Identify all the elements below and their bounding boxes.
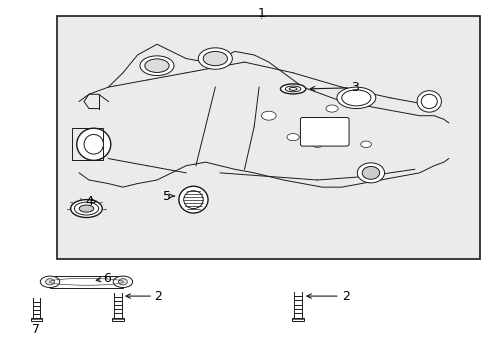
Ellipse shape (71, 200, 102, 217)
Ellipse shape (79, 205, 94, 212)
Ellipse shape (118, 279, 127, 285)
Ellipse shape (84, 134, 103, 154)
Bar (50, 276, 122, 288)
Text: 7: 7 (32, 323, 41, 336)
Ellipse shape (341, 90, 370, 106)
Ellipse shape (360, 141, 371, 148)
Bar (30, 318, 42, 321)
Ellipse shape (45, 279, 54, 285)
Ellipse shape (144, 59, 169, 72)
Ellipse shape (312, 141, 322, 148)
Ellipse shape (74, 202, 99, 215)
Text: 5: 5 (163, 190, 170, 203)
Text: 2: 2 (154, 289, 162, 303)
Ellipse shape (261, 111, 276, 120)
Ellipse shape (416, 91, 441, 112)
Text: 6: 6 (103, 272, 111, 285)
Ellipse shape (325, 105, 337, 112)
Ellipse shape (336, 87, 375, 109)
FancyBboxPatch shape (300, 117, 348, 146)
Ellipse shape (183, 191, 203, 208)
Ellipse shape (288, 87, 296, 90)
Ellipse shape (40, 276, 60, 288)
Circle shape (357, 163, 384, 183)
Ellipse shape (420, 94, 436, 109)
Bar (72, 128, 103, 160)
Ellipse shape (286, 134, 299, 141)
Text: 4: 4 (85, 195, 93, 208)
Ellipse shape (140, 56, 174, 76)
Ellipse shape (198, 48, 232, 69)
Ellipse shape (285, 86, 300, 92)
FancyBboxPatch shape (57, 16, 479, 258)
Ellipse shape (179, 186, 207, 213)
Circle shape (362, 166, 379, 179)
Bar (112, 318, 124, 321)
Bar (291, 318, 304, 321)
Text: 1: 1 (257, 8, 265, 21)
Ellipse shape (77, 128, 111, 160)
Text: 2: 2 (341, 289, 349, 303)
Ellipse shape (113, 276, 132, 288)
Ellipse shape (203, 51, 227, 66)
Text: 3: 3 (351, 81, 359, 94)
Ellipse shape (280, 84, 305, 94)
